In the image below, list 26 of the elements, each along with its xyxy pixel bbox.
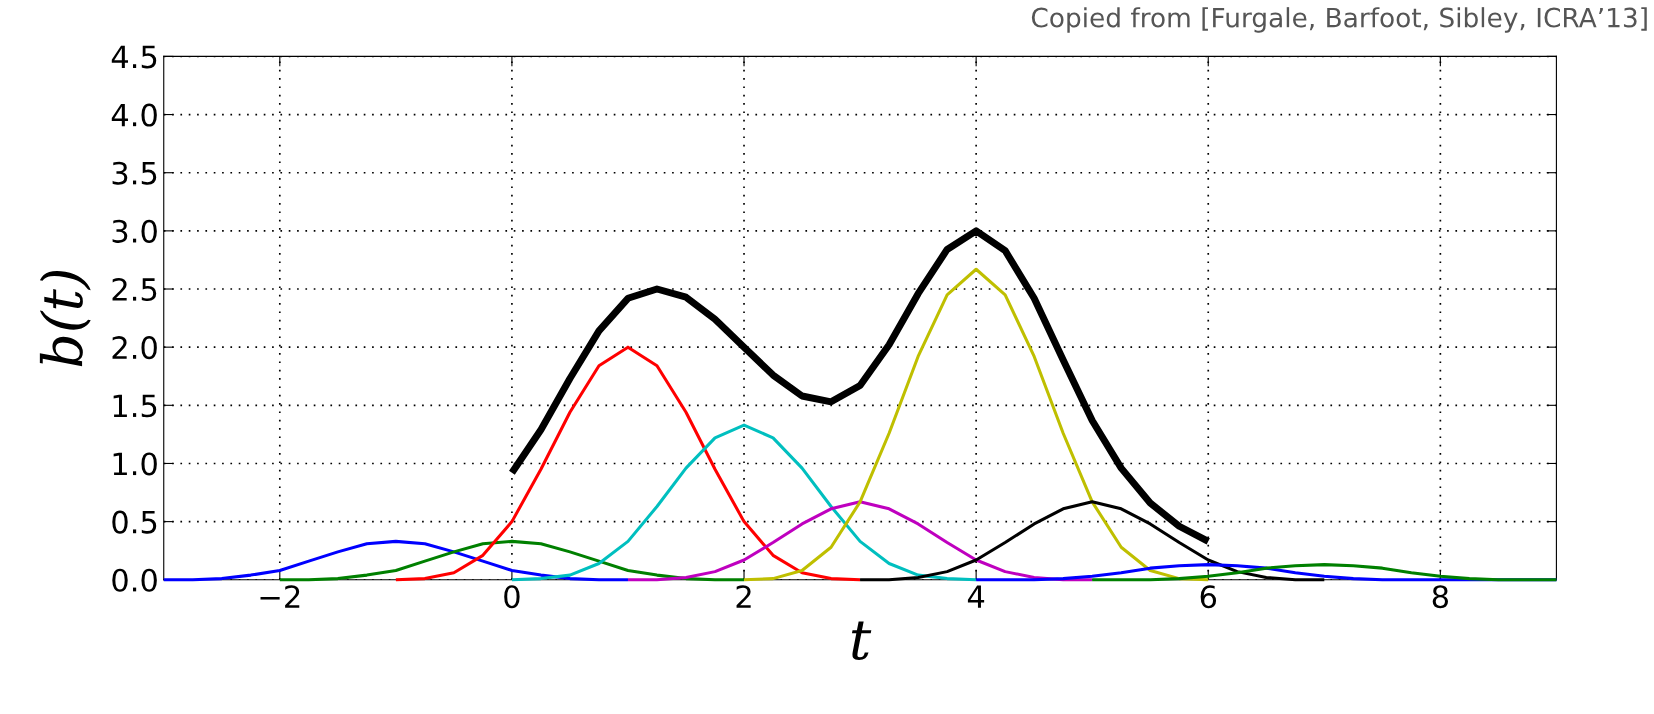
line-series [278,539,746,582]
x-tick-label: 2 [736,585,751,608]
y-axis-title: b(t) [39,270,91,367]
x-axis-title: t [851,621,872,660]
y-tick-label: 3.5 [112,161,157,185]
y-tick-label: 0.0 [112,568,157,592]
x-tick-label: 8 [1432,585,1448,609]
y-tick-label: 1.0 [113,452,157,476]
x-tick-label: 0 [504,585,520,609]
text: Copied from [Furgale, Barfoot, Sibley, ICRA’13] [1031,7,1647,33]
y-tick-label: 4.0 [111,103,157,127]
line-series [1090,563,1558,582]
y-tick-label: 4.5 [111,45,157,69]
y-tick-label: 1.5 [113,394,157,418]
x-tick-label: 6 [1200,585,1217,609]
line-series [742,267,1210,582]
line-series [510,423,978,582]
y-tick-label: 2.0 [112,336,157,360]
line-series [162,539,630,582]
line-series [394,345,862,582]
y-tick-label: 3.0 [112,219,157,243]
y-tick-label: 0.5 [112,510,157,534]
x-tick-label: −2 [260,585,300,608]
x-tick-label: 4 [967,585,985,608]
line-series [626,500,1094,582]
y-tick-label: 2.5 [112,277,157,302]
